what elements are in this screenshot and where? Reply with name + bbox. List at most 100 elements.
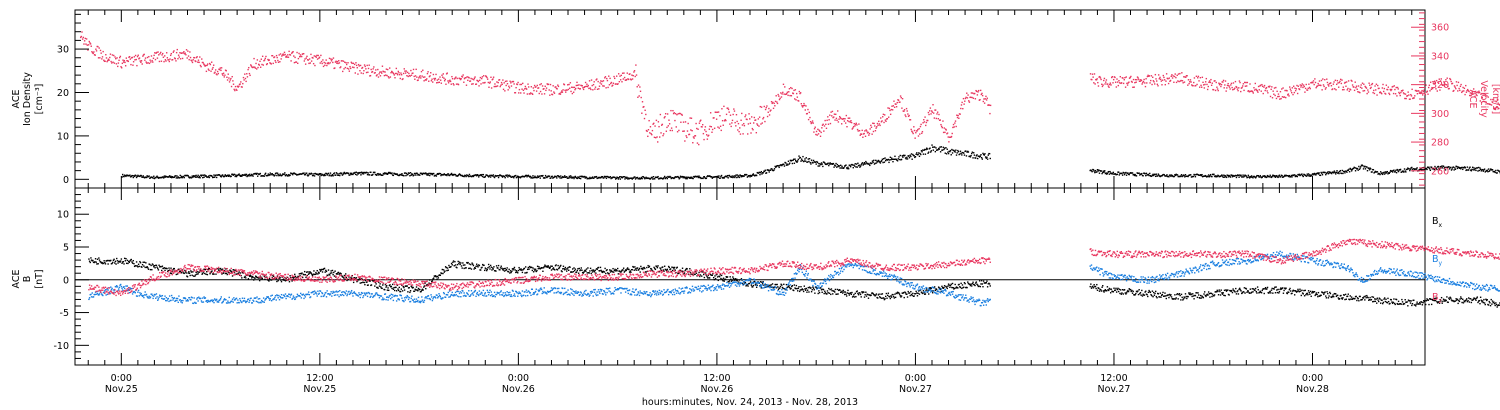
b-point-bx — [308, 272, 311, 274]
b-point-bx — [238, 271, 240, 273]
velocity-point — [147, 62, 149, 64]
density-point — [440, 174, 442, 177]
b-point-bx — [594, 269, 596, 272]
velocity-point — [1474, 95, 1476, 98]
velocity-point — [609, 77, 611, 80]
velocity-point — [452, 83, 454, 85]
density-point — [710, 176, 713, 178]
density-point — [574, 175, 577, 178]
velocity-point — [614, 77, 616, 80]
velocity-point — [1396, 86, 1399, 89]
density-point — [313, 175, 316, 177]
b-point-bx — [532, 271, 535, 273]
density-point — [1453, 169, 1455, 171]
velocity-point — [433, 77, 435, 80]
b-point-bx — [190, 271, 193, 273]
density-point — [357, 173, 359, 175]
density-point — [1277, 176, 1279, 179]
density-point — [906, 156, 908, 159]
velocity-point — [1222, 81, 1224, 83]
velocity-point — [444, 78, 446, 81]
density-point — [1352, 167, 1355, 170]
density-point — [579, 177, 582, 180]
b-point-bx — [536, 265, 539, 268]
velocity-point — [1241, 86, 1243, 89]
velocity-point — [967, 94, 969, 96]
velocity-point — [899, 101, 901, 103]
velocity-point — [1361, 82, 1364, 84]
density-point — [1450, 166, 1452, 169]
density-point — [1387, 173, 1389, 175]
velocity-point — [670, 109, 672, 112]
density-point — [933, 146, 936, 148]
velocity-point — [402, 72, 405, 75]
density-point — [591, 177, 593, 179]
density-point — [689, 177, 691, 179]
velocity-point — [808, 111, 810, 114]
velocity-point — [820, 131, 822, 134]
velocity-point — [1437, 81, 1439, 84]
velocity-point — [203, 63, 205, 65]
velocity-point — [956, 114, 958, 116]
velocity-point — [1193, 81, 1195, 84]
velocity-point — [203, 64, 206, 66]
density-point — [1201, 173, 1203, 176]
b-point-bx — [170, 267, 172, 269]
density-point — [235, 175, 238, 178]
velocity-point — [230, 77, 232, 80]
density-point — [1243, 175, 1246, 177]
density-point — [732, 176, 735, 178]
density-point — [852, 166, 854, 169]
velocity-point — [1210, 78, 1212, 81]
velocity-point — [387, 76, 390, 78]
velocity-point — [1374, 85, 1376, 87]
b-point-bx — [462, 264, 465, 266]
velocity-point — [1446, 77, 1448, 79]
velocity-point — [764, 108, 767, 111]
density-point — [975, 155, 978, 157]
velocity-point — [248, 72, 251, 75]
b-point-bx — [244, 275, 246, 278]
velocity-point — [1480, 93, 1482, 95]
b-point-bx — [362, 281, 364, 283]
velocity-point — [1258, 89, 1260, 91]
density-point — [1145, 174, 1147, 177]
density-point — [1421, 169, 1423, 171]
density-point — [1155, 173, 1158, 175]
density-point — [289, 174, 291, 176]
velocity-point — [1345, 81, 1348, 83]
velocity-point — [83, 43, 85, 45]
velocity-point — [209, 63, 212, 66]
velocity-point — [839, 115, 841, 118]
b-point-bx — [509, 272, 511, 274]
velocity-point — [441, 76, 444, 78]
velocity-point — [1455, 81, 1458, 83]
b-point-bx — [519, 269, 522, 271]
velocity-point — [1197, 77, 1199, 79]
velocity-point — [891, 105, 893, 107]
b-point-bx — [157, 269, 160, 271]
velocity-point — [509, 80, 511, 82]
density-point — [356, 172, 359, 174]
b-point-bx — [456, 266, 458, 269]
velocity-point — [1371, 82, 1374, 85]
velocity-point — [1138, 78, 1140, 81]
density-point — [368, 174, 371, 176]
density-point — [247, 174, 250, 176]
density-point — [481, 173, 483, 176]
velocity-point — [365, 68, 367, 70]
density-point — [1472, 169, 1475, 171]
density-point — [491, 175, 494, 177]
b-point-bx — [596, 268, 598, 271]
velocity-point — [474, 76, 476, 78]
b-point-bx — [613, 269, 616, 272]
velocity-point — [492, 76, 495, 78]
b-point-bx — [258, 279, 261, 282]
density-point — [663, 176, 665, 179]
density-point — [757, 172, 760, 174]
velocity-point — [855, 122, 857, 125]
density-point — [1236, 175, 1238, 177]
velocity-point — [899, 95, 902, 97]
velocity-point — [1187, 84, 1189, 86]
